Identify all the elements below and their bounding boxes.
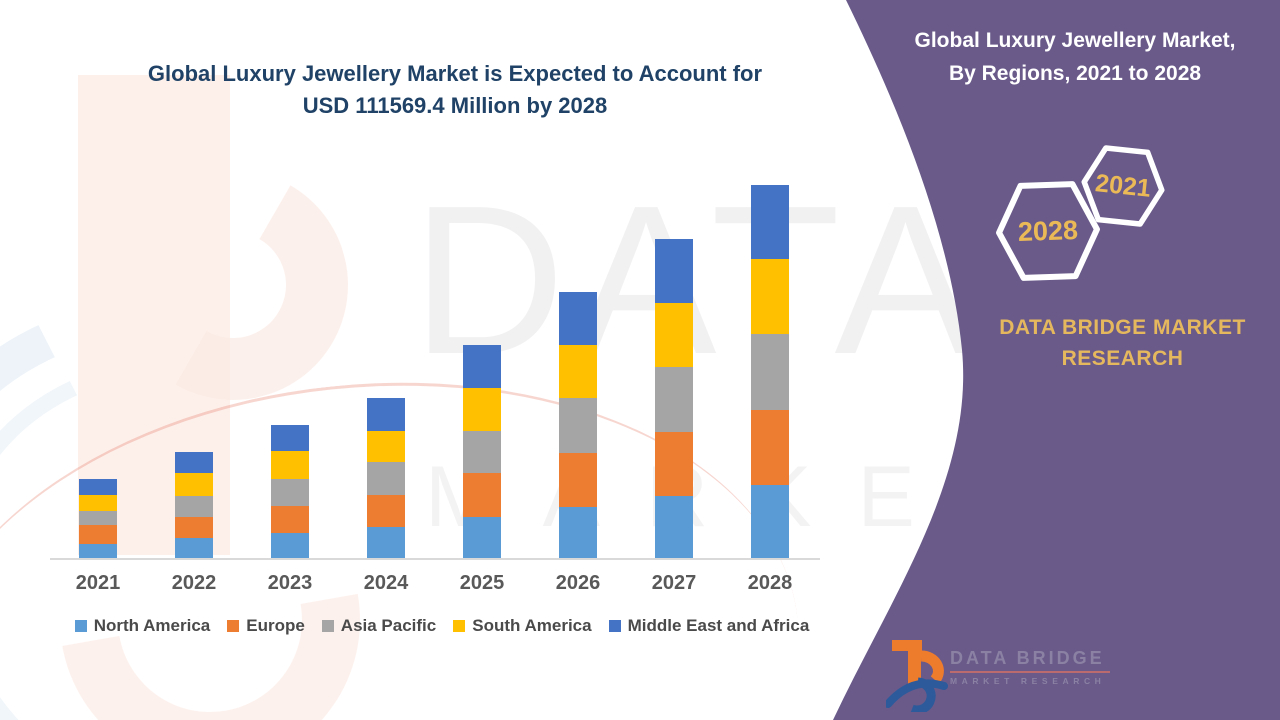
bar-segment-2026-europe (559, 452, 597, 507)
x-axis-label-2026: 2026 (555, 572, 601, 594)
bar-segment-2026-north-america (559, 506, 597, 559)
bar-segment-2021-south-america (79, 494, 117, 511)
x-axis-line (50, 558, 820, 560)
bar-2021 (79, 478, 117, 559)
bar-segment-2022-europe (175, 517, 213, 538)
side-panel-brand-text: DATA BRIDGE MARKET RESEARCH (975, 312, 1270, 374)
bar-2024 (367, 397, 405, 559)
logo-brand-text: DATA BRIDGE (950, 648, 1105, 668)
bar-segment-2027-europe (655, 431, 693, 496)
bar-segment-2027-south-america (655, 302, 693, 367)
bar-segment-2024-europe (367, 494, 405, 527)
bar-segment-2025-south-america (463, 388, 501, 431)
bar-segment-2026-south-america (559, 344, 597, 398)
bar-segment-2021-north-america (79, 543, 117, 559)
bar-segment-2028-middle-east-and-africa (751, 184, 789, 259)
hexagon-outline-icon (1081, 145, 1165, 227)
legend-item-south-america: South America (453, 616, 592, 636)
bar-segment-2025-asia-pacific (463, 431, 501, 473)
side-panel-brand-line2: RESEARCH (1061, 347, 1184, 370)
bar-segment-2026-asia-pacific (559, 398, 597, 453)
bar-segment-2022-asia-pacific (175, 495, 213, 517)
legend-label: Europe (246, 616, 305, 635)
hexagon-2021-label: 2021 (1093, 168, 1153, 203)
bar-segment-2022-middle-east-and-africa (175, 452, 213, 473)
bar-segment-2023-asia-pacific (271, 479, 309, 506)
logo-underline (950, 671, 1110, 673)
bar-segment-2022-south-america (175, 472, 213, 496)
x-axis-label-2022: 2022 (171, 572, 217, 594)
legend-swatch-icon (608, 620, 621, 632)
hexagon-badge-2028: 2028 (993, 179, 1102, 283)
bar-2028 (751, 184, 789, 559)
side-panel-title-line2: By Regions, 2021 to 2028 (948, 62, 1202, 85)
bar-segment-2023-north-america (271, 532, 309, 559)
bar-segment-2025-middle-east-and-africa (463, 344, 501, 388)
bar-segment-2028-europe (751, 409, 789, 485)
bar-segment-2024-south-america (367, 430, 405, 462)
data-bridge-logo: DATA BRIDGE MARKET RESEARCH (886, 634, 1136, 712)
bar-segment-2026-middle-east-and-africa (559, 291, 597, 345)
bar-segment-2025-north-america (463, 517, 501, 559)
legend-swatch-icon (74, 620, 87, 632)
chart-title: Global Luxury Jewellery Market is Expect… (110, 58, 800, 122)
bar-segment-2021-europe (79, 525, 117, 544)
bar-segment-2021-middle-east-and-africa (79, 478, 117, 495)
data-bridge-b-icon (886, 640, 948, 712)
bar-segment-2027-north-america (655, 495, 693, 559)
bar-segment-2025-europe (463, 473, 501, 517)
x-axis-label-2027: 2027 (651, 572, 697, 594)
x-axis-label-2028: 2028 (747, 572, 793, 594)
side-panel-title-line1: Global Luxury Jewellery Market, (914, 29, 1236, 52)
legend-item-middle-east-and-africa: Middle East and Africa (608, 616, 810, 636)
legend-label: Asia Pacific (340, 616, 437, 635)
legend-label: North America (93, 616, 211, 635)
side-panel-brand-line1: DATA BRIDGE MARKET (999, 316, 1246, 339)
bar-segment-2027-middle-east-and-africa (655, 238, 693, 303)
hexagon-2028-label: 2028 (1017, 214, 1079, 247)
bar-2027 (655, 238, 693, 559)
bar-segment-2027-asia-pacific (655, 366, 693, 432)
bar-segment-2023-south-america (271, 450, 309, 479)
legend-label: South America (472, 616, 592, 635)
x-axis-label-2025: 2025 (459, 572, 505, 594)
legend-item-europe: Europe (227, 616, 305, 636)
logo-sub-text: MARKET RESEARCH (950, 676, 1106, 686)
bar-segment-2028-south-america (751, 259, 789, 334)
bar-segment-2023-middle-east-and-africa (271, 424, 309, 451)
bar-segment-2021-asia-pacific (79, 511, 117, 525)
bar-segment-2024-asia-pacific (367, 461, 405, 495)
chart-title-line2: USD 111569.4 Million by 2028 (302, 93, 608, 118)
bar-segment-2022-north-america (175, 537, 213, 559)
bar-segment-2028-asia-pacific (751, 334, 789, 410)
legend-item-north-america: North America (74, 616, 211, 636)
legend-swatch-icon (227, 620, 240, 632)
bar-segment-2028-north-america (751, 484, 789, 559)
bar-2025 (463, 344, 501, 559)
legend-item-asia-pacific: Asia Pacific (321, 616, 437, 636)
bar-2026 (559, 291, 597, 559)
legend-swatch-icon (453, 620, 466, 632)
logo-text-block: DATA BRIDGE MARKET RESEARCH (950, 648, 1120, 686)
bar-segment-2024-middle-east-and-africa (367, 397, 405, 431)
bar-segment-2024-north-america (367, 526, 405, 559)
legend-label: Middle East and Africa (627, 616, 810, 635)
side-panel-title: Global Luxury Jewellery Market, By Regio… (890, 24, 1260, 90)
x-axis-label-2023: 2023 (267, 572, 313, 594)
chart-legend: North America Europe Asia Pacific South Ame… (52, 616, 832, 636)
x-axis-label-2021: 2021 (75, 572, 121, 594)
legend-swatch-icon (321, 620, 334, 632)
chart-title-line1: Global Luxury Jewellery Market is Expect… (147, 61, 763, 86)
hexagon-badge-2021: 2021 (1076, 142, 1170, 231)
bar-2023 (271, 424, 309, 559)
bar-segment-2023-europe (271, 506, 309, 533)
x-axis-label-2024: 2024 (363, 572, 409, 594)
bar-2022 (175, 452, 213, 559)
hexagon-outline-icon (996, 181, 1100, 281)
